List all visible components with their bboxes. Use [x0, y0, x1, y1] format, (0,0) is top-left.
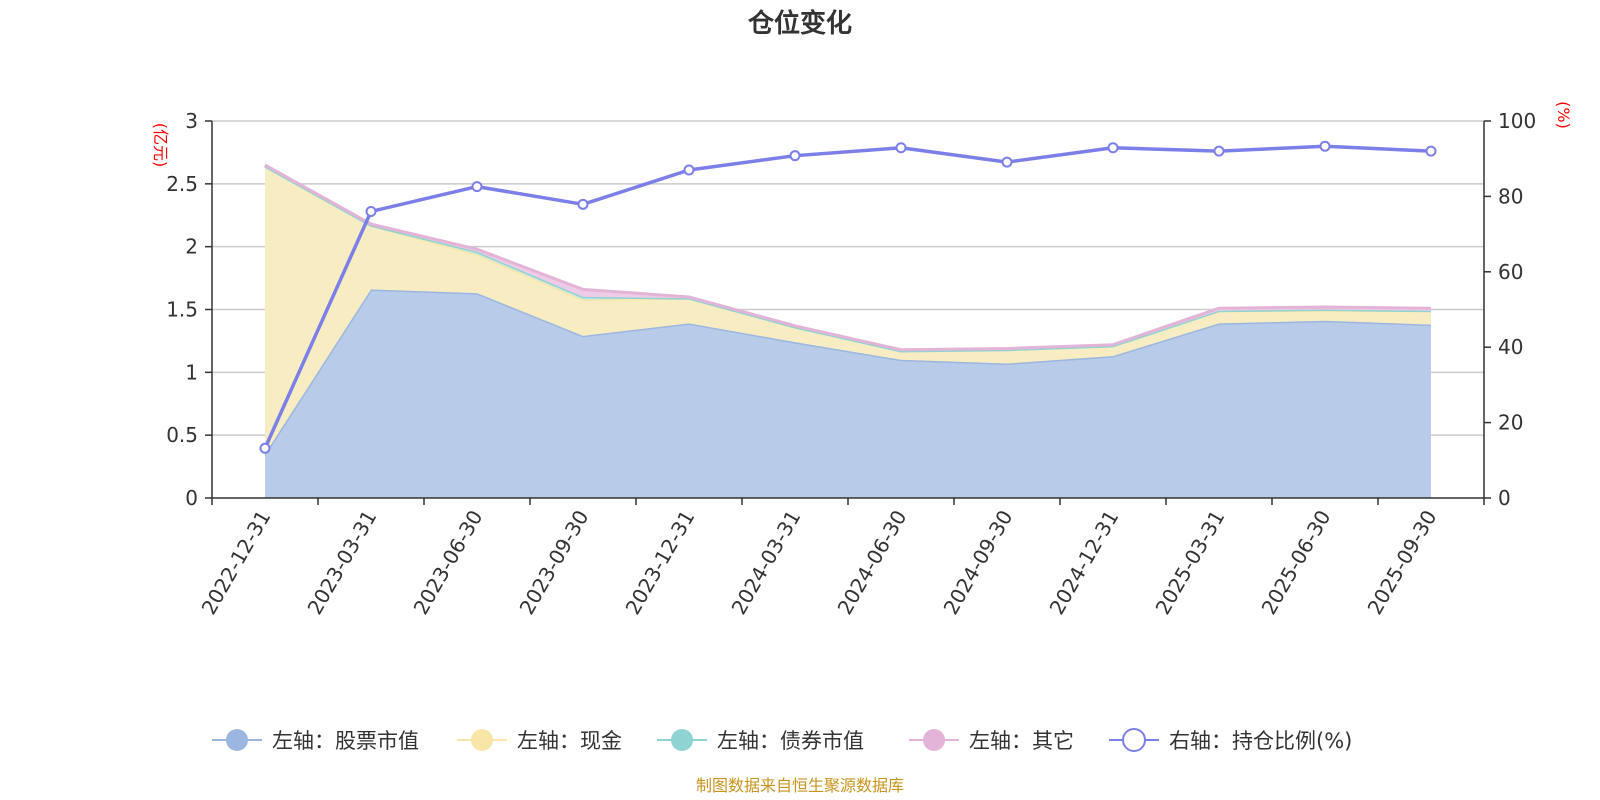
right-tick-label: 40 — [1498, 335, 1523, 359]
ratio-point — [259, 442, 271, 454]
left-tick-label: 1.5 — [166, 298, 198, 322]
ratio-point — [683, 164, 695, 176]
legend-label: 左轴：其它 — [969, 729, 1074, 753]
data-source: 制图数据来自恒生聚源数据库 — [696, 776, 904, 795]
legend-label: 左轴：债券市值 — [717, 729, 864, 753]
x-tick-label: 2024-12-31 — [1044, 506, 1123, 619]
right-tick-label: 20 — [1498, 411, 1523, 435]
right-tick-label: 0 — [1498, 486, 1511, 510]
x-tick-label: 2023-09-30 — [514, 506, 593, 619]
ratio-point — [895, 142, 907, 154]
stacked-areas — [263, 163, 1432, 498]
area-edge-series-4 — [264, 163, 1432, 352]
area-series-1 — [265, 289, 1431, 498]
ratio-point — [1319, 140, 1331, 152]
x-tick-label: 2025-09-30 — [1362, 506, 1441, 619]
ratio-point — [1213, 145, 1225, 157]
chart-title: 仓位变化 — [747, 8, 852, 39]
ratio-point — [1001, 156, 1013, 168]
x-tick-label: 2024-03-31 — [726, 506, 805, 619]
x-tick-label: 2023-12-31 — [620, 506, 699, 619]
x-tick-label: 2023-03-31 — [302, 506, 381, 619]
right-tick-label: 100 — [1498, 109, 1536, 133]
legend-swatch-marker — [471, 729, 493, 751]
legend-label: 左轴：股票市值 — [272, 729, 419, 753]
legend-label: 左轴：现金 — [517, 729, 622, 753]
legend-item: 右轴：持仓比例(%) — [1109, 728, 1352, 753]
ratio-line-path — [263, 144, 1432, 449]
left-tick-label: 1 — [185, 360, 198, 384]
right-axis-unit: (%) — [1554, 101, 1573, 129]
legend: 左轴：股票市值 左轴：现金 左轴：债券市值 左轴：其它 右轴：持仓比例(%) — [212, 728, 1352, 753]
ratio-point — [365, 205, 377, 217]
x-tick-label: 2023-06-30 — [408, 506, 487, 619]
legend-item: 左轴：其它 — [909, 729, 1074, 753]
x-tick-label: 2025-03-31 — [1150, 506, 1229, 619]
legend-item: 左轴：现金 — [457, 729, 622, 753]
legend-item: 左轴：债券市值 — [657, 729, 864, 753]
ratio-point — [471, 181, 483, 193]
legend-label: 右轴：持仓比例(%) — [1169, 729, 1352, 753]
right-tick-label: 80 — [1498, 184, 1523, 208]
x-tick-label: 2024-09-30 — [938, 506, 1017, 619]
left-tick-label: 3 — [185, 109, 198, 133]
legend-swatch-marker — [923, 729, 945, 751]
ratio-point — [1107, 142, 1119, 154]
legend-swatch-marker — [226, 729, 248, 751]
left-axis-unit: (亿元) — [151, 123, 170, 168]
legend-swatch-marker — [1122, 728, 1146, 752]
x-tick-label: 2022-12-31 — [196, 506, 275, 619]
x-tick-label: 2025-06-30 — [1256, 506, 1335, 619]
right-tick-label: 60 — [1498, 260, 1523, 284]
position-ratio-line — [259, 140, 1437, 454]
ratio-point — [789, 150, 801, 162]
left-tick-label: 0 — [185, 486, 198, 510]
ratio-point — [577, 198, 589, 210]
legend-item: 左轴：股票市值 — [212, 729, 419, 753]
legend-swatch-marker — [671, 729, 693, 751]
left-tick-label: 0.5 — [166, 423, 198, 447]
left-tick-label: 2.5 — [166, 172, 198, 196]
left-tick-label: 2 — [185, 235, 198, 259]
ratio-point — [1425, 145, 1437, 157]
x-tick-label: 2024-06-30 — [832, 506, 911, 619]
